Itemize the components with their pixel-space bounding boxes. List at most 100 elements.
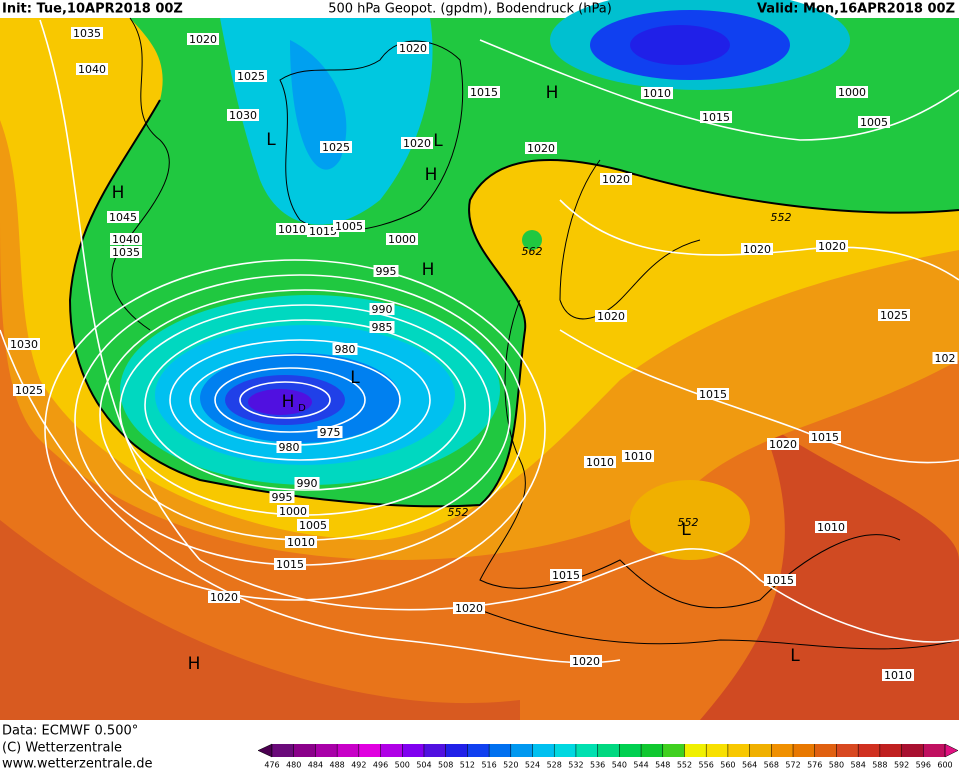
isobar-label-bg bbox=[187, 33, 219, 45]
isobar-label: 1010 bbox=[817, 521, 845, 534]
isobar-label: 990 bbox=[372, 303, 393, 316]
colorbar-label: 544 bbox=[633, 761, 648, 770]
colorbar-label: 556 bbox=[699, 761, 714, 770]
isobar-label: 1015 bbox=[702, 111, 730, 124]
colorbar-swatch bbox=[575, 744, 598, 757]
isobar-label-bg bbox=[294, 477, 320, 489]
colorbar-swatch bbox=[901, 744, 924, 757]
colorbar-label: 600 bbox=[937, 761, 952, 770]
isobar-label: 1025 bbox=[15, 384, 43, 397]
isobar-label-bg bbox=[858, 116, 890, 128]
isobar-label-bg bbox=[816, 240, 848, 252]
colorbar-swatch bbox=[315, 744, 338, 757]
isobar-label: 1000 bbox=[279, 505, 307, 518]
isobar-label: 1005 bbox=[335, 220, 363, 233]
colorbar-swatch bbox=[358, 744, 381, 757]
isobar-label-bg bbox=[317, 426, 343, 438]
isobar-label-bg bbox=[373, 265, 399, 277]
colorbar-label: 584 bbox=[851, 761, 866, 770]
colorbar-swatch bbox=[532, 744, 555, 757]
isobar-label-bg bbox=[386, 233, 418, 245]
isobar-label-bg bbox=[269, 491, 295, 503]
isobar-label-bg bbox=[71, 27, 103, 39]
isobar-label-bg bbox=[277, 505, 309, 517]
colorbar-label: 576 bbox=[807, 761, 822, 770]
colorbar-label: 504 bbox=[416, 761, 431, 770]
colorbar-label: 540 bbox=[612, 761, 627, 770]
colorbar-swatch bbox=[793, 744, 816, 757]
isobar-label: 1025 bbox=[322, 141, 350, 154]
colorbar-swatch bbox=[923, 744, 946, 757]
colorbar-swatch bbox=[554, 744, 577, 757]
isobar-label-bg bbox=[550, 569, 582, 581]
isobar-label-bg bbox=[595, 310, 627, 322]
pressure-center: L bbox=[350, 368, 360, 388]
isobar-label: 1015 bbox=[552, 569, 580, 582]
colorbar-swatch bbox=[272, 744, 295, 757]
map-title: 500 hPa Geopot. (gpdm), Bodendruck (hPa) bbox=[328, 2, 612, 17]
colorbar-label: 552 bbox=[677, 761, 692, 770]
valid-time: Valid: Mon,16APR2018 00Z bbox=[757, 2, 955, 17]
isobar-label-bg bbox=[13, 384, 45, 396]
isobar-label-bg bbox=[227, 109, 259, 121]
colorbar-swatch bbox=[814, 744, 837, 757]
isobar-label: 1020 bbox=[572, 655, 600, 668]
colorbar-label: 484 bbox=[308, 761, 323, 770]
pressure-center: H bbox=[425, 165, 438, 185]
colorbar-label: 512 bbox=[460, 761, 475, 770]
isobar-label: 1020 bbox=[210, 591, 238, 604]
isobar-label: 1005 bbox=[860, 116, 888, 129]
colorbar-label: 480 bbox=[286, 761, 301, 770]
colorbar-label: 500 bbox=[395, 761, 410, 770]
isobar-label-bg bbox=[110, 233, 142, 245]
isobar-label-bg bbox=[882, 669, 914, 681]
isobar-label: 1030 bbox=[229, 109, 257, 122]
isobar-label: 1010 bbox=[624, 450, 652, 463]
isobar-label-bg bbox=[525, 142, 557, 154]
colorbar-swatch bbox=[445, 744, 468, 757]
isobar-label: 1020 bbox=[399, 42, 427, 55]
pressure-center: L bbox=[681, 520, 691, 540]
pressure-center: D bbox=[298, 403, 306, 414]
isobar-label: 1040 bbox=[112, 233, 140, 246]
colorbar-label: 528 bbox=[547, 761, 562, 770]
isobar-label: 990 bbox=[297, 477, 318, 490]
isobar-label: 1000 bbox=[838, 86, 866, 99]
colorbar-swatch bbox=[706, 744, 729, 757]
isobar-label-bg bbox=[401, 137, 433, 149]
isobar-label: 1015 bbox=[470, 86, 498, 99]
isobar-label: 552 bbox=[771, 211, 792, 224]
site-url: www.wetterzentrale.de bbox=[2, 757, 152, 771]
pressure-center: L bbox=[266, 130, 276, 150]
isobar-label-bg bbox=[307, 225, 339, 237]
colorbar-swatch bbox=[510, 744, 533, 757]
isobar-label-bg bbox=[809, 431, 841, 443]
isobar-label-bg bbox=[697, 388, 729, 400]
isobar-label: 552 bbox=[678, 516, 699, 529]
labels: 1035 1040 1020 1025 1030 1025 1020 1015 1020 1010… bbox=[8, 27, 958, 682]
isobar-label-bg bbox=[110, 246, 142, 258]
isobar-label: 1010 bbox=[586, 456, 614, 469]
isobar-label: 1035 bbox=[73, 27, 101, 40]
isobar-label-bg bbox=[274, 558, 306, 570]
isobar-label: 995 bbox=[272, 491, 293, 504]
pressure-center: H bbox=[112, 183, 125, 203]
colorbar-label: 524 bbox=[525, 761, 540, 770]
colorbar-swatch bbox=[749, 744, 772, 757]
isobar-label-bg bbox=[276, 441, 302, 453]
isobar-label-bg bbox=[878, 309, 910, 321]
isobar-label: 1025 bbox=[237, 70, 265, 83]
isobar-label: 980 bbox=[335, 343, 356, 356]
colorbar-swatch bbox=[619, 744, 642, 757]
colorbar: 476 480 484 488 492 496 500 504 508 512 516 520 524 5… bbox=[257, 743, 959, 770]
isobar-label-bg bbox=[570, 655, 602, 667]
isobar-label: 985 bbox=[372, 321, 393, 334]
isobar-label-bg bbox=[285, 536, 317, 548]
colorbar-label: 588 bbox=[872, 761, 887, 770]
colorbar-swatch bbox=[879, 744, 902, 757]
isobar-label: 980 bbox=[279, 441, 300, 454]
colorbar-label: 516 bbox=[481, 761, 496, 770]
isobar-label: 1015 bbox=[699, 388, 727, 401]
colorbar-swatch bbox=[293, 744, 316, 757]
isobar-label: 1015 bbox=[276, 558, 304, 571]
